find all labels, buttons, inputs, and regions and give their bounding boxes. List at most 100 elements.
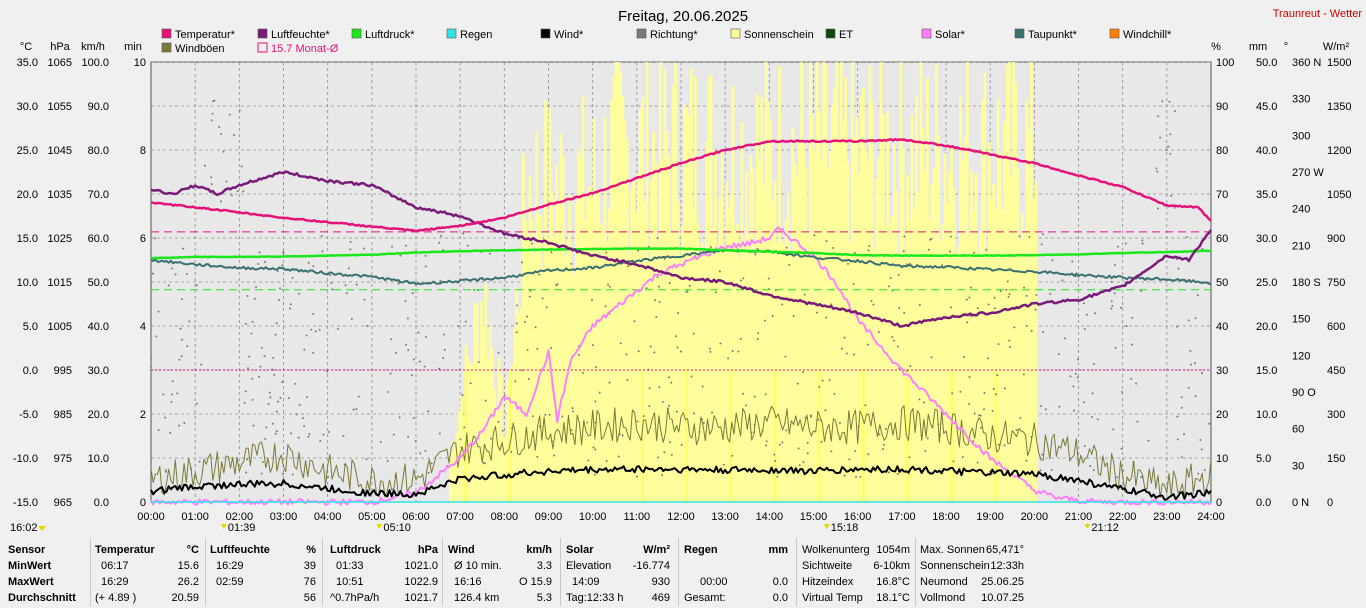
direction-point [538, 273, 541, 276]
direction-point [303, 425, 306, 428]
rain-total-value: 0.0 [772, 592, 788, 604]
sunshine-spike [641, 370, 644, 502]
legend-label: Luftdruck* [365, 29, 415, 41]
sunshine-bar [597, 190, 600, 502]
sunshine-bar [533, 253, 536, 502]
direction-point [1176, 415, 1179, 418]
direction-point [392, 433, 395, 436]
legend-label: Solar* [935, 29, 966, 41]
sunshine-spike [817, 370, 821, 502]
sunshine-bar [811, 114, 814, 502]
direction-point [878, 433, 881, 436]
direction-point [167, 284, 170, 287]
weather-chart: Temperatur* Luftfeuchte* Luftdruck* Regen Wi… [10, 8, 1363, 534]
direction-point [636, 420, 639, 423]
direction-point [868, 245, 871, 248]
direction-point [523, 320, 526, 323]
direction-point [1201, 372, 1204, 375]
direction-point [531, 415, 534, 418]
direction-point [991, 409, 994, 412]
direction-point [424, 254, 427, 257]
direction-point [830, 450, 833, 453]
humidity-tick: 80 [1216, 145, 1228, 157]
direction-point [968, 296, 971, 299]
sunshine-bar [888, 222, 892, 502]
sunshine-bar [1023, 230, 1026, 502]
sunshine-bar [654, 162, 658, 502]
direction-point [949, 250, 952, 253]
direction-point [263, 355, 266, 358]
sunshine-bar [897, 255, 901, 502]
temperatur-column: Temperatur °C 06:17 15.6 16:29 26.2 (+ 4… [95, 536, 201, 608]
direction-point [645, 287, 648, 290]
legend-wind: Wind* [540, 28, 584, 41]
sunshine-label: Sonnenschein [920, 560, 990, 572]
direction-point [273, 373, 276, 376]
direction-point [593, 473, 596, 476]
direction-point [1140, 290, 1143, 293]
direction-point [986, 357, 989, 360]
full-moon-value: 10.07.25 [981, 592, 1024, 604]
sunshine-bar [674, 62, 678, 502]
visibility-value: 6-10km [873, 560, 910, 572]
direction-point [1072, 385, 1075, 388]
legend-swatch [1109, 28, 1120, 39]
time-marker-icon [376, 524, 383, 529]
direction-point [1111, 305, 1114, 308]
sunshine-bar [769, 119, 773, 503]
direction-point [1085, 313, 1088, 316]
direction-point [255, 286, 258, 289]
sunshine-bar [890, 215, 894, 503]
direction-point [870, 299, 873, 302]
x-tick: 15:00 [800, 511, 828, 523]
direction-point [692, 412, 695, 415]
direction-point [1082, 302, 1085, 305]
direction-point [526, 315, 529, 318]
x-tick: 07:00 [446, 511, 474, 523]
direction-point [1071, 260, 1074, 263]
direction-point [816, 311, 819, 314]
direction-point [386, 459, 389, 462]
direction-point [490, 437, 493, 440]
direction-point [1094, 312, 1097, 315]
direction-point [1130, 343, 1133, 346]
direction-point [1155, 167, 1158, 170]
wind-unit: km/h [526, 544, 552, 556]
rain-tick: 20.0 [1256, 321, 1277, 333]
sensor-column: Sensor MinWert MaxWert Durchschnitt [8, 536, 88, 608]
direction-point [1173, 206, 1176, 209]
direction-point [439, 279, 442, 282]
direction-point [150, 357, 153, 360]
direction-point [438, 241, 441, 244]
solar-tick: 600 [1327, 321, 1345, 333]
sunshine-bar [773, 180, 777, 502]
time-marker-icon [220, 524, 227, 529]
wind-tick: 80.0 [88, 145, 109, 157]
direction-point [1110, 300, 1113, 303]
axis-unit-wind: km/h [81, 41, 105, 53]
direction-point [896, 472, 899, 475]
sunshine-bar [751, 168, 755, 502]
direction-point [274, 432, 277, 435]
sunshine-bar [694, 77, 697, 502]
x-tick: 21:00 [1065, 511, 1093, 523]
direction-point [322, 433, 325, 436]
sunshine-bar [742, 241, 746, 502]
direction-point [279, 287, 282, 290]
direction-point [407, 348, 410, 351]
sunshine-bar [939, 241, 943, 502]
sunshine-bar [522, 153, 525, 502]
direction-point [1050, 468, 1053, 471]
direction-point [1013, 326, 1016, 329]
solar-elevation-label: Elevation [566, 560, 612, 572]
direction-point [220, 133, 223, 136]
legend-et: ET [825, 28, 853, 41]
wind-tick: 40.0 [88, 321, 109, 333]
direction-point [661, 474, 664, 477]
sunshine-bar [919, 62, 923, 502]
direction-point [164, 469, 167, 472]
direction-point [918, 398, 921, 401]
direction-point [1161, 100, 1164, 103]
direction-point [961, 456, 964, 459]
direction-point [457, 325, 460, 328]
